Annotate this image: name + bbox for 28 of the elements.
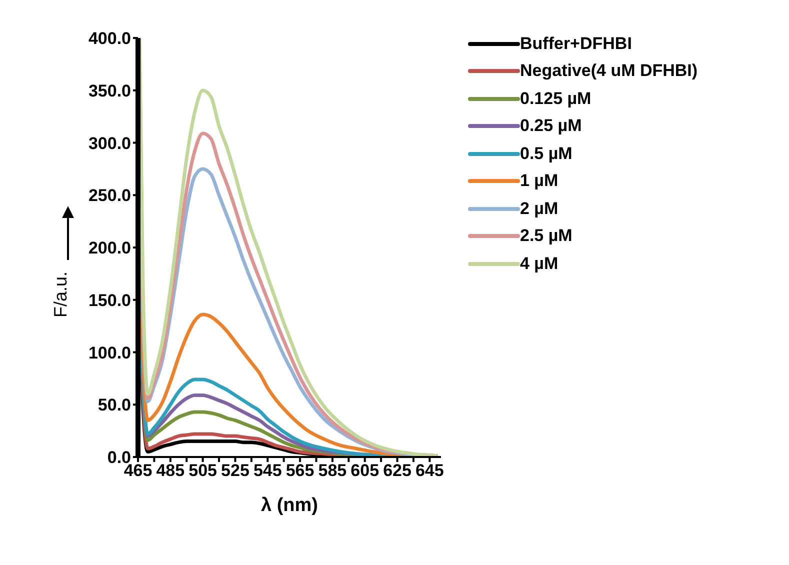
- x-tick-label: 625: [383, 461, 412, 480]
- y-tick-label: 250.0: [88, 186, 131, 206]
- legend-label: 0.25 µM: [520, 116, 582, 136]
- x-tick-label: 585: [318, 461, 347, 480]
- legend-label: 2.5 µM: [520, 226, 572, 246]
- legend-label: 2 µM: [520, 198, 558, 219]
- y-tick-label: 50.0: [98, 396, 131, 415]
- y-tick-label: 400.0: [88, 29, 131, 48]
- legend-label: Buffer+DFHBI: [520, 34, 632, 54]
- x-tick-label: 485: [156, 461, 185, 480]
- x-tick-label: 565: [286, 461, 314, 480]
- y-axis-title: F/a.u.: [50, 271, 70, 318]
- legend-label: 4 µM: [520, 254, 558, 274]
- y-tick-label: 350.0: [88, 81, 131, 100]
- legend-label: 0.5 µM: [520, 144, 572, 164]
- legend-label: 0.125 µM: [520, 88, 592, 109]
- y-tick-label: 100.0: [88, 343, 131, 362]
- legend-label: 1 µM: [520, 171, 558, 192]
- y-tick-label: 200.0: [88, 238, 131, 258]
- y-tick-label: 300.0: [88, 134, 131, 153]
- x-tick-label: 645: [415, 461, 444, 480]
- legend-label: Negative(4 uM DFHBI): [520, 61, 698, 82]
- y-tick-label: 150.0: [88, 290, 131, 310]
- x-tick-label: 605: [350, 461, 380, 480]
- x-tick-label: 545: [253, 461, 282, 480]
- x-tick-label: 505: [188, 461, 217, 480]
- x-tick-label: 525: [221, 461, 250, 480]
- x-axis-title: λ (nm): [261, 495, 318, 516]
